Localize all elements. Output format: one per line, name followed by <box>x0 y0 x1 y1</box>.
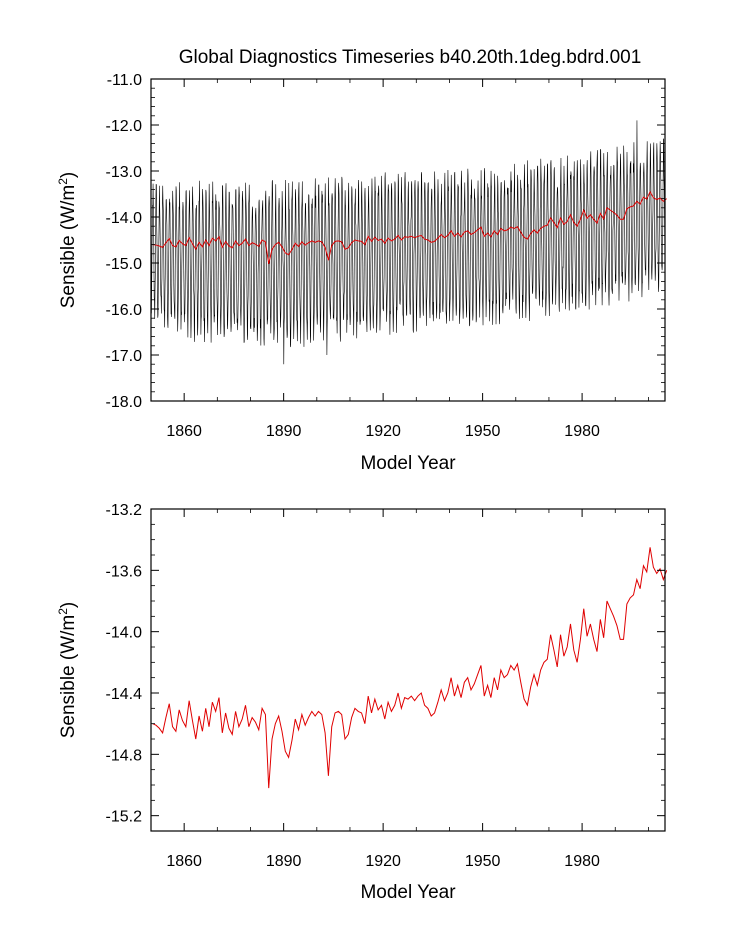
top-y-axis: -18.0 -17.0 -16.0 -15.0 -14.0 -13.0 -12.0 -11.0 <box>106 72 665 411</box>
bottom-y-axis-label-sup: 2 <box>56 608 70 615</box>
y-tick-label: -16.0 <box>106 302 143 319</box>
x-tick-label: 1920 <box>365 423 401 440</box>
top-annual-mean-line <box>152 190 667 265</box>
y-tick-label: -11.0 <box>107 72 142 89</box>
x-tick-label: 1950 <box>465 423 501 440</box>
top-x-axis: 1860 1890 1920 1950 1980 <box>150 79 649 440</box>
bottom-plot-frame <box>150 508 666 832</box>
top-panel: -18.0 -17.0 -16.0 -15.0 -14.0 -13.0 -12.0 -11.0… <box>56 72 667 474</box>
top-plot-frame <box>150 78 666 402</box>
y-tick-label: -18.0 <box>106 394 143 411</box>
x-tick-label: 1980 <box>564 853 600 870</box>
monthly-series-line <box>150 120 666 365</box>
bottom-y-axis-label-end: ) <box>58 602 79 608</box>
bottom-x-axis-label: Model Year <box>360 882 456 903</box>
bottom-annual-mean-line <box>152 547 668 789</box>
x-tick-label: 1860 <box>166 423 202 440</box>
bottom-x-axis: 1860 1890 1920 1950 1980 <box>150 509 649 870</box>
top-y-axis-label-sup: 2 <box>56 178 70 185</box>
y-tick-label: -15.2 <box>106 809 143 826</box>
y-tick-label: -13.2 <box>106 502 143 519</box>
y-tick-label: -14.0 <box>106 210 143 227</box>
y-tick-label: -17.0 <box>106 348 143 365</box>
x-tick-label: 1860 <box>166 853 202 870</box>
x-tick-label: 1980 <box>564 423 600 440</box>
chart-title: Global Diagnostics Timeseries b40.20th.1… <box>179 47 642 68</box>
top-x-axis-label: Model Year <box>360 453 456 474</box>
x-tick-label: 1920 <box>365 853 401 870</box>
y-tick-label: -12.0 <box>106 118 143 135</box>
x-tick-label: 1890 <box>266 853 302 870</box>
x-tick-label: 1890 <box>266 423 302 440</box>
bottom-y-axis: -15.2 -14.8 -14.4 -14.0 -13.6 -13.2 <box>106 502 665 826</box>
top-y-axis-label-main: Sensible (W/m <box>58 185 79 309</box>
y-tick-label: -13.0 <box>106 164 143 181</box>
bottom-panel: -15.2-14.8-14.4-14.0-13.6-13.2 1860 1890 1… <box>56 502 668 903</box>
x-tick-label: 1950 <box>465 853 501 870</box>
y-tick-label: -13.6 <box>106 563 143 580</box>
top-y-axis-label: Sensible (W/m2) <box>56 172 79 309</box>
y-tick-label: -14.0 <box>106 625 143 642</box>
y-tick-label: -14.4 <box>106 686 143 703</box>
top-monthly-series <box>150 120 666 365</box>
bottom-y-axis-label-main: Sensible (W/m <box>58 615 79 739</box>
bottom-y-axis-label: Sensible (W/m2) <box>56 602 79 739</box>
top-y-axis-label-end: ) <box>58 172 79 178</box>
y-tick-label: -14.8 <box>106 747 143 764</box>
y-tick-label: -15.0 <box>106 256 143 273</box>
